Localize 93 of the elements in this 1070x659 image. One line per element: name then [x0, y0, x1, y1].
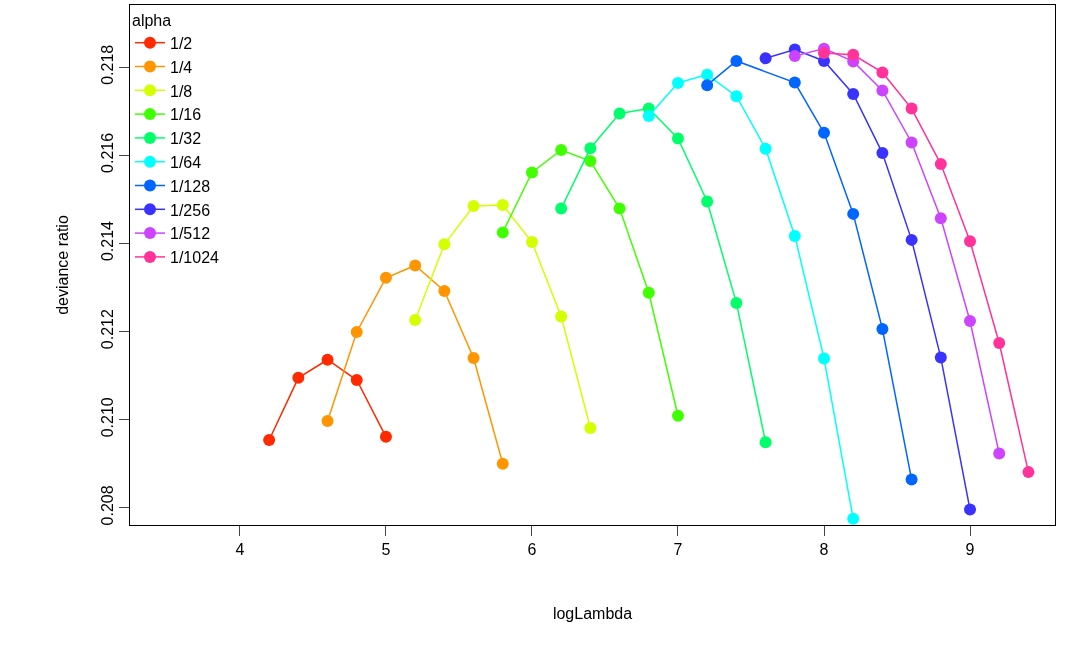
y-tick-label: 0.208	[98, 485, 116, 526]
point	[555, 310, 568, 323]
legend-label: 1/32	[170, 130, 202, 148]
legend-label: 1/8	[170, 82, 193, 100]
point	[263, 433, 276, 446]
point	[905, 473, 918, 486]
point	[409, 259, 422, 272]
y-tick-label: 0.210	[98, 397, 116, 438]
point	[788, 229, 801, 242]
point	[672, 409, 684, 422]
point	[613, 107, 626, 120]
point	[584, 422, 597, 435]
point	[496, 199, 509, 212]
point	[759, 436, 772, 449]
point	[847, 207, 860, 220]
y-tick-label: 0.218	[98, 44, 116, 85]
point	[467, 199, 480, 212]
point	[964, 503, 977, 516]
point	[788, 76, 801, 89]
point	[818, 352, 831, 365]
point	[613, 202, 626, 215]
y-axis-title: deviance ratio	[54, 215, 72, 315]
point	[876, 66, 889, 79]
point	[496, 226, 509, 239]
point	[379, 271, 392, 284]
point	[467, 351, 480, 364]
point	[876, 322, 889, 335]
point	[818, 126, 831, 139]
point	[759, 52, 772, 65]
legend-label: 1/64	[170, 153, 202, 171]
point	[584, 142, 597, 155]
y-tick-label: 0.214	[98, 220, 116, 262]
legend-label: 1/4	[170, 58, 193, 76]
point	[993, 337, 1006, 349]
legend-label: 1/2	[170, 34, 193, 52]
x-tick-label: 4	[235, 541, 245, 559]
point	[350, 374, 363, 387]
legend-label: 1/128	[170, 177, 211, 195]
point	[818, 47, 831, 60]
point	[642, 286, 655, 299]
x-tick-label: 6	[527, 541, 537, 559]
point	[584, 155, 597, 167]
x-tick-label: 8	[819, 541, 829, 559]
point	[847, 512, 860, 525]
point	[964, 235, 977, 248]
point	[525, 166, 538, 179]
point	[964, 314, 977, 327]
legend-label: 1/16	[170, 106, 202, 124]
point	[321, 353, 334, 366]
point	[934, 351, 947, 364]
point	[934, 212, 947, 225]
point	[555, 202, 568, 215]
point	[876, 84, 889, 97]
x-tick-label: 7	[673, 541, 683, 559]
point	[730, 54, 743, 67]
x-axis-title: logLambda	[552, 604, 633, 622]
point	[730, 90, 743, 103]
point	[730, 296, 743, 309]
point	[934, 158, 947, 171]
point	[642, 110, 655, 123]
point	[672, 77, 684, 89]
point	[876, 147, 889, 160]
y-tick-label: 0.216	[98, 132, 116, 173]
point	[905, 233, 918, 246]
legend-label: 1/512	[170, 225, 211, 243]
point	[555, 143, 568, 156]
point	[496, 457, 509, 470]
point	[292, 371, 305, 384]
point	[379, 430, 392, 443]
point	[701, 68, 714, 81]
point	[672, 132, 684, 145]
point	[701, 79, 714, 92]
point	[438, 285, 451, 297]
point	[905, 136, 918, 149]
point	[701, 195, 714, 208]
point	[847, 48, 860, 61]
point	[788, 50, 801, 63]
point	[438, 238, 451, 251]
point	[525, 236, 538, 249]
y-tick-label: 0.212	[98, 309, 116, 350]
legend-label: 1/1024	[170, 249, 220, 267]
point	[847, 88, 860, 101]
legend-title: alpha	[132, 11, 172, 29]
x-tick-label: 9	[965, 541, 975, 559]
point	[321, 415, 334, 427]
point	[350, 325, 363, 338]
x-tick-label: 5	[381, 541, 391, 559]
point	[409, 314, 422, 327]
point	[993, 447, 1006, 460]
point	[1022, 466, 1035, 479]
legend-label: 1/256	[170, 201, 211, 219]
point	[759, 142, 772, 155]
point	[905, 102, 918, 115]
